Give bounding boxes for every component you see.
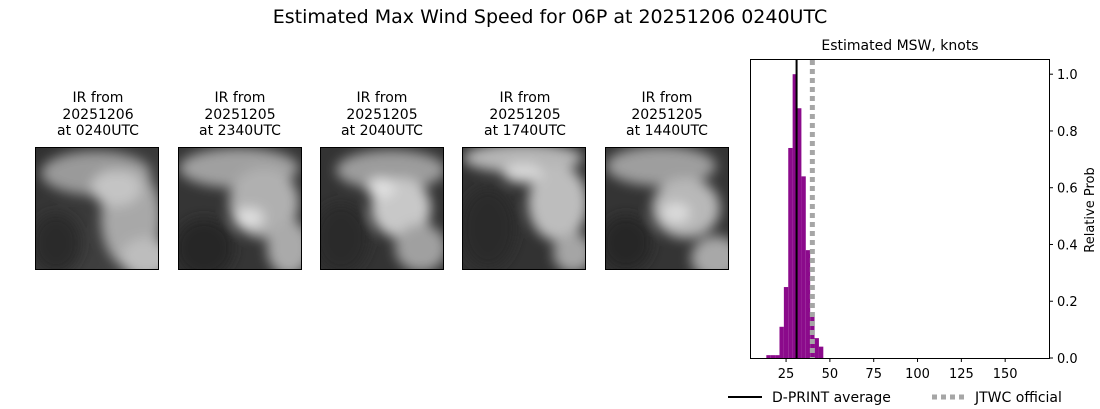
panel-label-line: IR from	[641, 90, 693, 106]
panel-label-time: at 0240UTC	[57, 123, 139, 139]
histogram-bar	[775, 355, 780, 358]
x-tick-label: 100	[905, 367, 930, 382]
ir-image-3	[320, 147, 444, 270]
panel-label-2: IR from 20251205 at 2340UTC	[165, 90, 315, 140]
histogram-bar	[766, 355, 771, 358]
panel-label-line: IR from	[214, 90, 266, 106]
histogram-bar	[779, 326, 784, 358]
panel-label-date: 20251205	[489, 106, 561, 123]
x-tick-label: 75	[865, 367, 882, 382]
panel-label-time: at 2340UTC	[199, 123, 281, 139]
ir-image-5	[605, 147, 729, 270]
y-tick-label: 0.2	[1057, 295, 1078, 310]
panel-label-time: at 1740UTC	[484, 123, 566, 139]
plot-frame	[750, 59, 1050, 359]
legend: D-PRINT average JTWC official	[728, 390, 1062, 406]
chart-title: Estimated MSW, knots	[821, 38, 978, 54]
panel-label-line: IR from	[356, 90, 408, 106]
panel-label-5: IR from 20251205 at 1440UTC	[592, 90, 742, 140]
ir-image-1	[35, 147, 159, 270]
panel-label-time: at 2040UTC	[341, 123, 423, 139]
panel-label-line: IR from	[499, 90, 551, 106]
x-tick-label: 125	[949, 367, 974, 382]
histogram-bar	[814, 338, 819, 358]
panel-label-3: IR from 20251205 at 2040UTC	[307, 90, 457, 140]
panel-label-1: IR from 20251206 at 0240UTC	[23, 90, 173, 140]
y-tick-label: 0.6	[1057, 182, 1078, 197]
panel-label-time: at 1440UTC	[626, 123, 708, 139]
y-tick-label: 0.0	[1057, 352, 1078, 367]
panel-label-date: 20251205	[204, 106, 276, 123]
histogram-bar	[810, 312, 815, 358]
y-axis-label: Relative Prob	[1083, 167, 1098, 252]
y-tick-label: 1.0	[1057, 68, 1078, 83]
legend-dprint-label: D-PRINT average	[772, 390, 891, 406]
panel-label-date: 20251206	[62, 106, 134, 123]
y-tick-label: 0.8	[1057, 125, 1078, 140]
page-title: Estimated Max Wind Speed for 06P at 2025…	[272, 6, 828, 28]
x-tick-label: 150	[993, 367, 1018, 382]
histogram-bars	[766, 74, 824, 358]
histogram-bar	[792, 74, 798, 358]
panel-label-date: 20251205	[631, 106, 703, 123]
x-tick-label: 50	[822, 367, 839, 382]
y-tick-label: 0.4	[1057, 238, 1078, 253]
x-axis-ticks: 25 50 75 100 125 150	[778, 358, 1018, 382]
histogram-bar	[797, 108, 802, 358]
x-tick-label: 25	[778, 367, 795, 382]
ir-image-2	[178, 147, 302, 270]
histogram-bar	[805, 250, 811, 358]
histogram-bar	[801, 176, 806, 358]
histogram-bar	[818, 346, 824, 358]
panel-label-date: 20251205	[346, 106, 418, 123]
histogram-bar	[788, 147, 793, 358]
y-axis-ticks: 0.0 0.2 0.4 0.6 0.8 1.0	[1049, 68, 1078, 367]
histogram-bar	[770, 355, 776, 358]
panel-label-4: IR from 20251205 at 1740UTC	[450, 90, 600, 140]
legend-jtwc-label: JTWC official	[974, 390, 1062, 406]
histogram-bar	[783, 287, 789, 358]
panel-label-line: IR from	[72, 90, 124, 106]
ir-image-4	[462, 147, 586, 270]
reference-lines	[795, 60, 815, 358]
